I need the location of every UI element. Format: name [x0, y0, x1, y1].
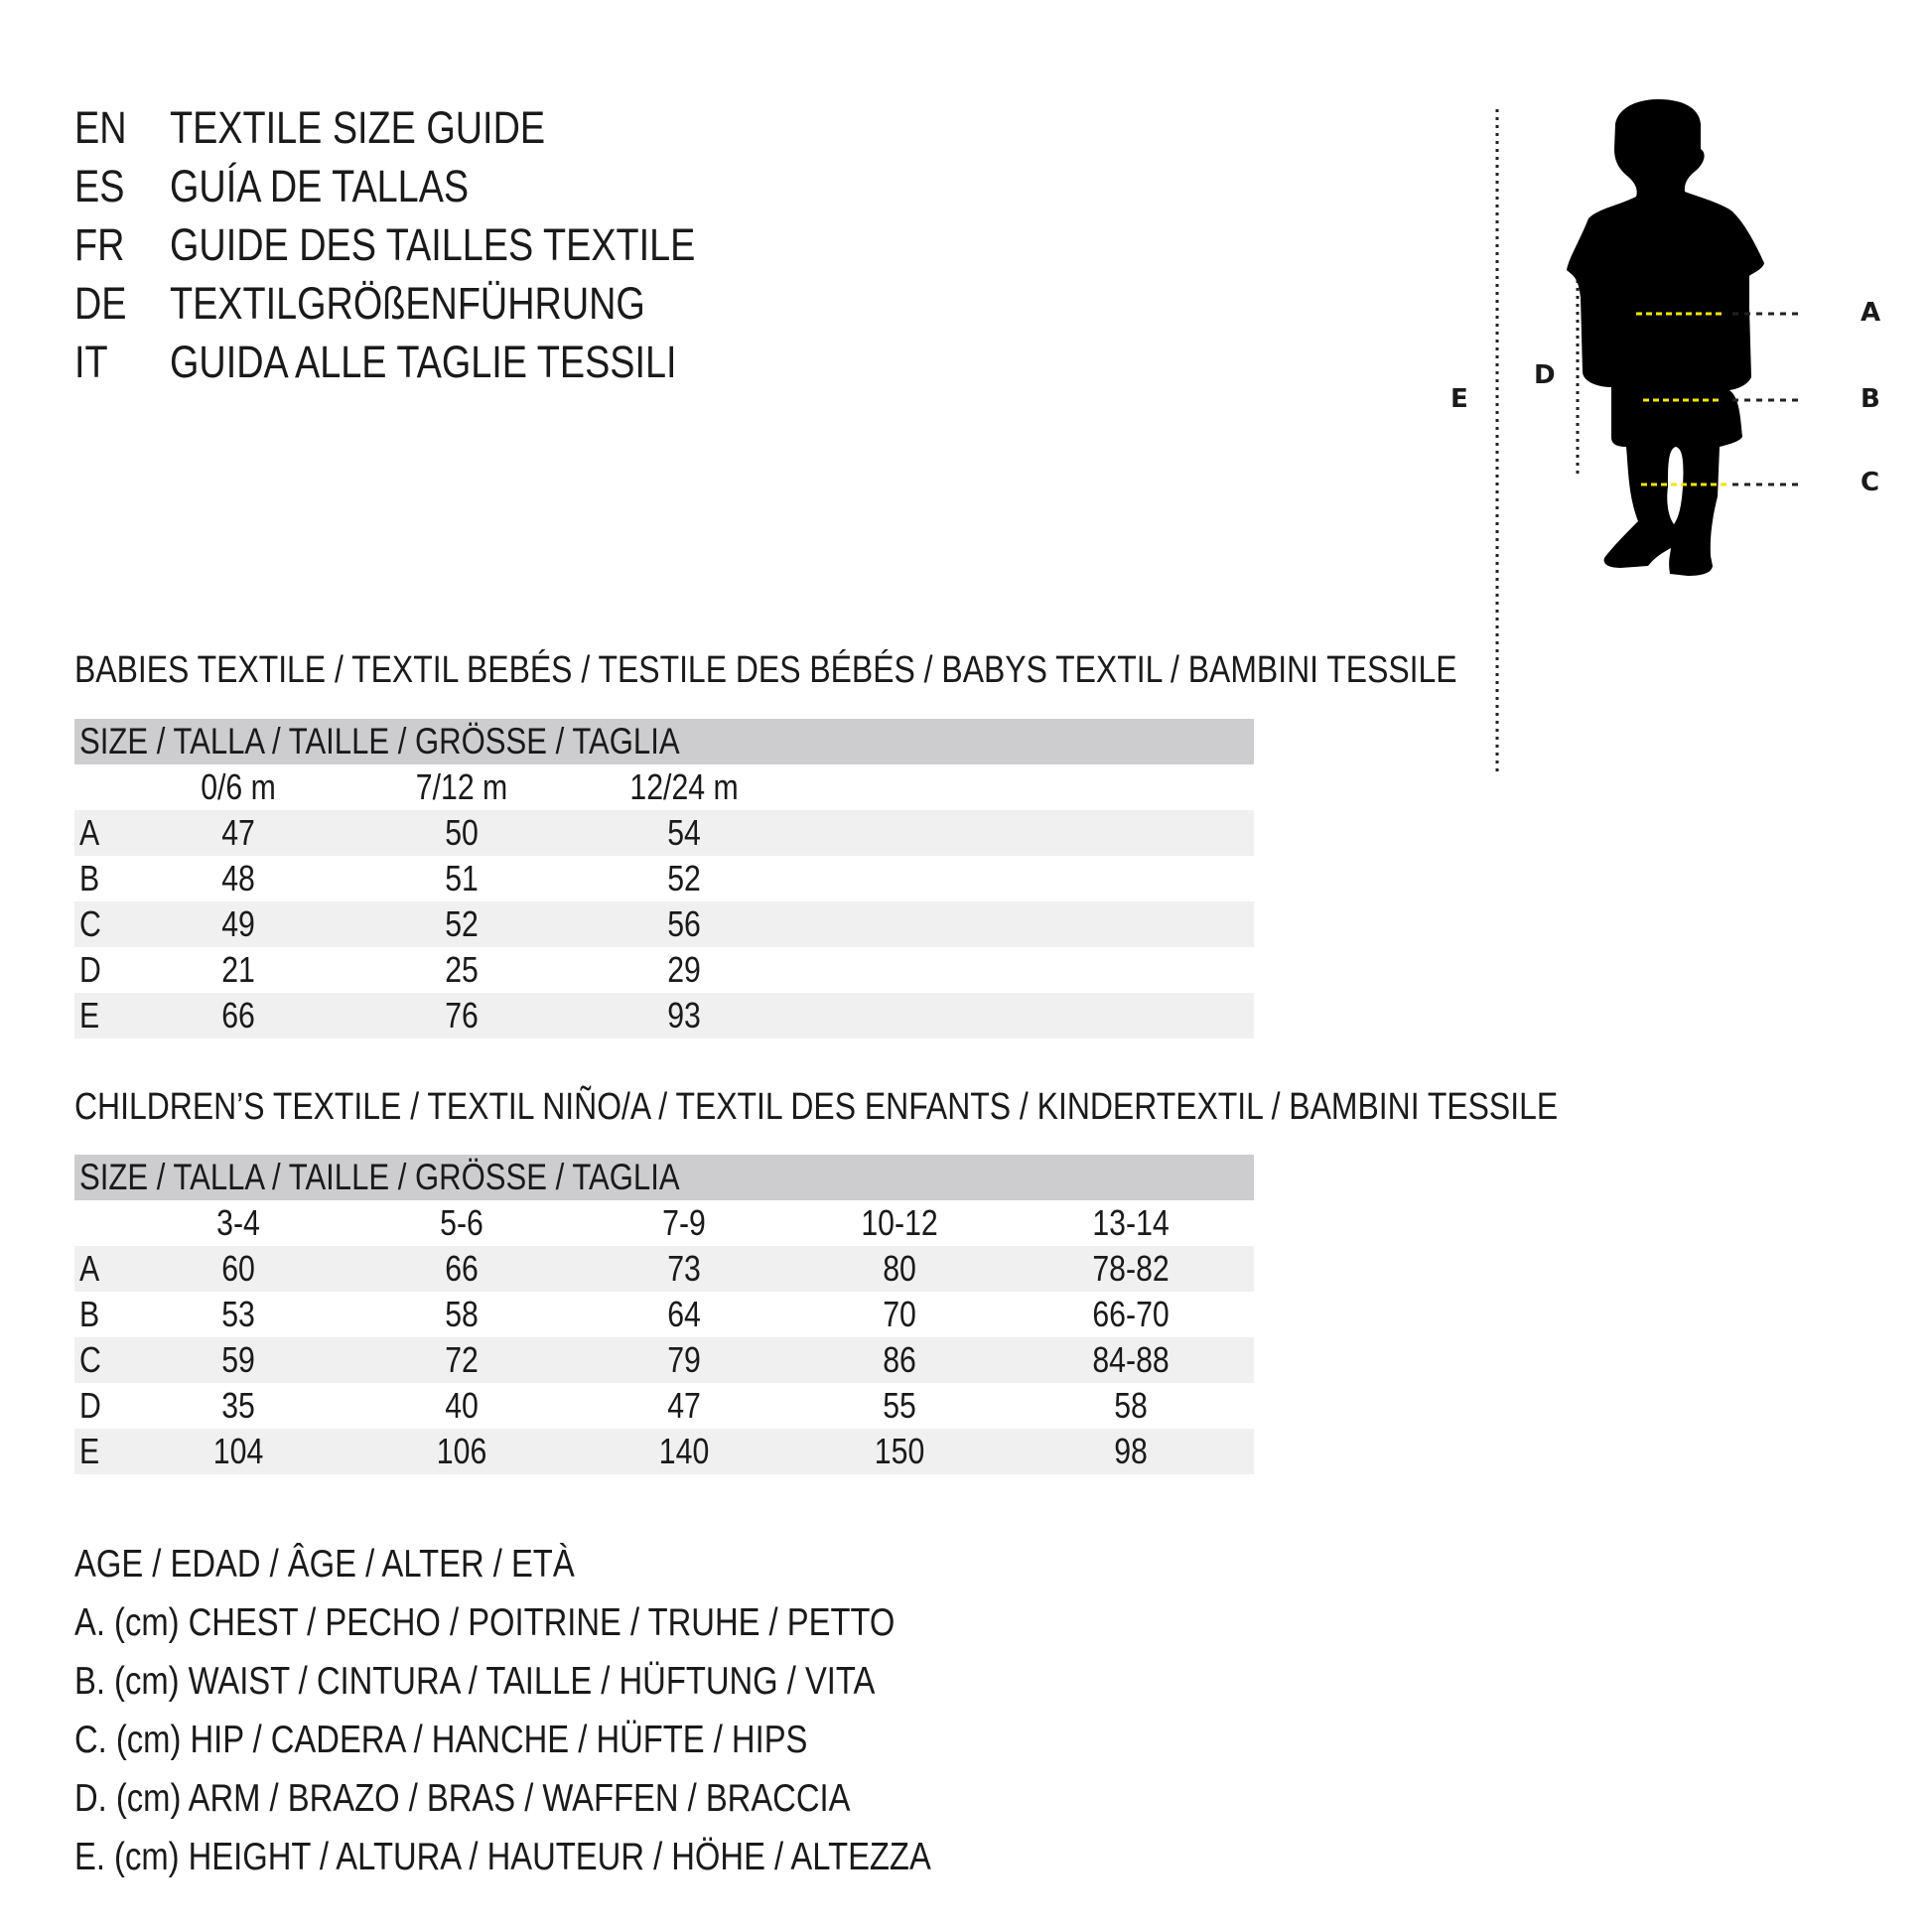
legend-item: A. (cm) CHEST / PECHO / POITRINE / TRUHE…	[74, 1601, 896, 1644]
table-cell: 49	[221, 903, 255, 944]
table-cell: 47	[221, 812, 255, 853]
table-cell: 29	[667, 949, 701, 990]
label-b: B	[1861, 384, 1880, 414]
label-d: D	[1534, 360, 1556, 390]
table-cell: 72	[445, 1339, 479, 1380]
table-cell: 25	[445, 949, 479, 990]
table-cell: 86	[883, 1339, 916, 1380]
table-cell: 66-70	[1092, 1294, 1170, 1334]
table-cell: 59	[221, 1339, 255, 1380]
table-cell: 93	[667, 995, 701, 1035]
table-cell: 79	[667, 1339, 701, 1380]
legend-item: AGE / EDAD / ÂGE / ALTER / ETÀ	[74, 1543, 575, 1586]
lang-code: ES	[74, 161, 125, 211]
table-cell: 58	[445, 1294, 479, 1334]
table-cell: 48	[221, 858, 255, 898]
table-cell: 51	[445, 858, 479, 898]
column-header: 5-6	[440, 1202, 483, 1243]
table-cell: 106	[436, 1431, 487, 1471]
child-silhouette-icon	[1567, 99, 1764, 576]
babies-section-title: BABIES TEXTILE / TEXTIL BEBÉS / TESTILE …	[74, 649, 1457, 691]
table-cell: 70	[883, 1294, 916, 1334]
row-label: E	[79, 1431, 100, 1471]
table-cell: 104	[212, 1431, 264, 1471]
size-header-band: SIZE / TALLA / TAILLE / GRÖSSE / TAGLIA	[74, 719, 1254, 764]
column-header: 3-4	[216, 1202, 260, 1243]
column-header: 13-14	[1092, 1202, 1170, 1243]
table-cell: 73	[667, 1248, 701, 1289]
row-label: D	[79, 949, 101, 990]
lang-code: FR	[74, 219, 125, 270]
table-cell: 54	[667, 812, 701, 853]
table-cell: 52	[445, 903, 479, 944]
table-cell: 55	[883, 1385, 916, 1426]
column-header: 0/6 m	[201, 766, 276, 807]
size-header-label: SIZE / TALLA / TAILLE / GRÖSSE / TAGLIA	[79, 721, 680, 761]
column-header: 7/12 m	[415, 766, 508, 807]
table-cell: 40	[445, 1385, 479, 1426]
label-a: A	[1861, 298, 1881, 328]
table-cell: 58	[1114, 1385, 1148, 1426]
table-cell: 56	[667, 903, 701, 944]
table-cell: 50	[445, 812, 479, 853]
column-header: 12/24 m	[629, 766, 739, 807]
table-cell: 35	[221, 1385, 255, 1426]
title-text: GUIDA ALLE TAGLIE TESSILI	[170, 337, 677, 387]
lang-code: EN	[74, 102, 127, 153]
table-cell: 80	[883, 1248, 916, 1289]
row-label: B	[79, 1294, 100, 1334]
column-header: 10-12	[861, 1202, 938, 1243]
title-text: GUÍA DE TALLAS	[170, 161, 470, 211]
size-header-label: SIZE / TALLA / TAILLE / GRÖSSE / TAGLIA	[79, 1157, 680, 1197]
row-label: D	[79, 1385, 101, 1426]
row-label: C	[79, 1339, 101, 1380]
label-e: E	[1450, 384, 1468, 414]
size-header-band: SIZE / TALLA / TAILLE / GRÖSSE / TAGLIA	[74, 1155, 1254, 1200]
table-cell: 64	[667, 1294, 701, 1334]
legend-item: B. (cm) WAIST / CINTURA / TAILLE / HÜFTU…	[74, 1660, 876, 1703]
row-label: A	[79, 812, 100, 853]
title-text: TEXTILGRÖßENFÜHRUNG	[170, 278, 645, 329]
column-header: 7-9	[662, 1202, 706, 1243]
lang-code: DE	[74, 278, 127, 329]
legend-item: D. (cm) ARM / BRAZO / BRAS / WAFFEN / BR…	[74, 1777, 851, 1820]
table-cell: 66	[221, 995, 255, 1035]
table-cell: 98	[1114, 1431, 1148, 1471]
table-cell: 53	[221, 1294, 255, 1334]
table-cell: 21	[221, 949, 255, 990]
table-cell: 52	[667, 858, 701, 898]
row-label: C	[79, 903, 101, 944]
legend-item: C. (cm) HIP / CADERA / HANCHE / HÜFTE / …	[74, 1719, 808, 1761]
table-cell: 66	[445, 1248, 479, 1289]
row-label: B	[79, 858, 100, 898]
table-cell: 78-82	[1092, 1248, 1170, 1289]
title-text: GUIDE DES TAILLES TEXTILE	[170, 219, 696, 270]
table-cell: 76	[445, 995, 479, 1035]
row-label: A	[79, 1248, 100, 1289]
lang-code: IT	[74, 337, 108, 387]
table-cell: 47	[667, 1385, 701, 1426]
table-cell: 140	[658, 1431, 710, 1471]
row-label: E	[79, 995, 100, 1035]
table-cell: 84-88	[1092, 1339, 1170, 1380]
table-cell: 60	[221, 1248, 255, 1289]
legend-item: E. (cm) HEIGHT / ALTURA / HAUTEUR / HÖHE…	[74, 1836, 931, 1878]
table-cell: 150	[874, 1431, 925, 1471]
label-c: C	[1861, 468, 1880, 497]
children-section-title: CHILDREN’S TEXTILE / TEXTIL NIÑO/A / TEX…	[74, 1086, 1559, 1128]
title-text: TEXTILE SIZE GUIDE	[170, 102, 546, 153]
